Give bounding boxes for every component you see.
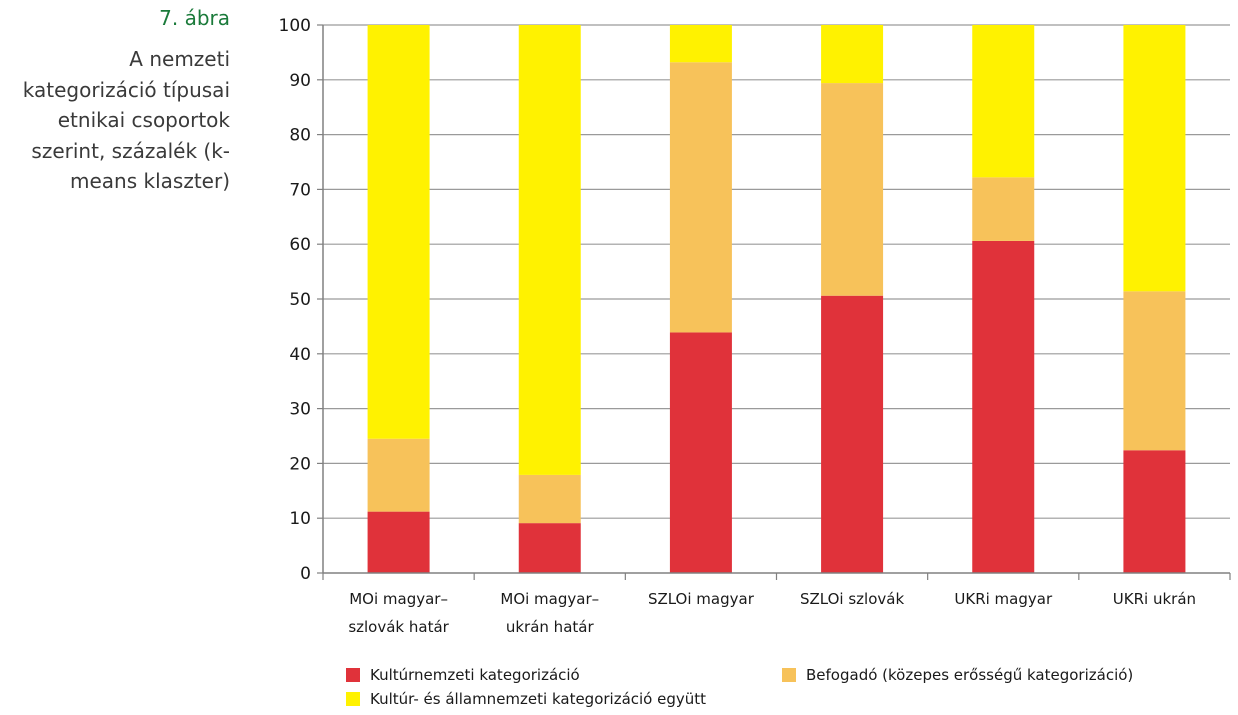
bar-segment-2-befogado [518,474,581,524]
legend-swatch-egyutt [346,692,360,706]
legend-swatch-kultur [346,668,360,682]
legend: Kultúrnemzeti kategorizáció Befogadó (kö… [346,666,1226,715]
x-category-label-3: SZLOi magyar [648,590,755,608]
bar-segment-4-befogado [821,83,884,296]
bar-segment-2-kultur [518,523,581,573]
axis-labels: 0 10 20 30 40 50 60 70 80 90 100 MOi magyar– szlovák… [279,16,1196,636]
x-category-label-1: MOi magyar– szlovák határ [348,590,449,636]
legend-item-kultur: Kultúrnemzeti kategorizáció [346,666,580,684]
bar-segment-1-kultur [367,511,430,573]
legend-label-egyutt: Kultúr- és államnemzeti kategorizáció eg… [370,690,707,708]
bar-segment-6-befogado [1123,291,1186,451]
bar-segment-6-egyutt [1123,25,1186,292]
gridlines [323,24,1230,519]
x-category-label-6: UKRi ukrán [1113,590,1196,608]
legend-item-befogado: Befogadó (közepes erősségű kategorizáció… [782,666,1133,684]
bar-segment-3-egyutt [669,25,732,63]
figure-number: 7. ábra [159,6,230,30]
y-tick-label-30: 30 [289,400,311,420]
axes [317,24,1231,580]
bar-segment-3-kultur [669,332,732,573]
x-category-label-4: SZLOi szlovák [800,590,904,608]
legend-label-befogado: Befogadó (közepes erősségű kategorizáció… [806,666,1134,684]
bar-segment-3-befogado [669,62,732,333]
bar-segment-5-kultur [972,240,1035,574]
legend-label-kultur: Kultúrnemzeti kategorizáció [370,666,580,684]
bar-segment-2-egyutt [518,25,581,475]
x-category-label-5: UKRi magyar [954,590,1053,608]
legend-swatch-befogado [782,668,796,682]
x-category-label-2: MOi magyar– ukrán határ [500,590,599,636]
bar-segment-4-egyutt [821,25,884,84]
y-tick-label-40: 40 [289,345,311,365]
bar-segment-1-befogado [367,438,430,512]
bar-segment-4-kultur [821,295,884,573]
y-tick-label-50: 50 [289,290,311,310]
y-tick-label-0: 0 [300,564,311,584]
y-tick-label-90: 90 [289,71,311,91]
y-tick-label-70: 70 [289,180,311,200]
bar-segment-5-egyutt [972,25,1035,178]
legend-item-egyutt: Kultúr- és államnemzeti kategorizáció eg… [346,690,706,708]
stacked-bar-chart: 0 10 20 30 40 50 60 70 80 90 100 MOi magyar– szlovák… [279,16,1231,636]
bar-segment-5-befogado [972,177,1035,241]
y-tick-label-80: 80 [289,126,311,146]
bar-segment-1-egyutt [367,25,430,439]
y-tick-label-20: 20 [289,454,311,474]
y-tick-label-10: 10 [289,509,311,529]
bar-segment-6-kultur [1123,450,1186,573]
y-tick-label-60: 60 [289,235,311,255]
figure-title: A nemzeti kategorizáció típusai etnikai … [22,47,230,193]
y-tick-label-100: 100 [279,16,311,36]
bars [367,25,1186,574]
